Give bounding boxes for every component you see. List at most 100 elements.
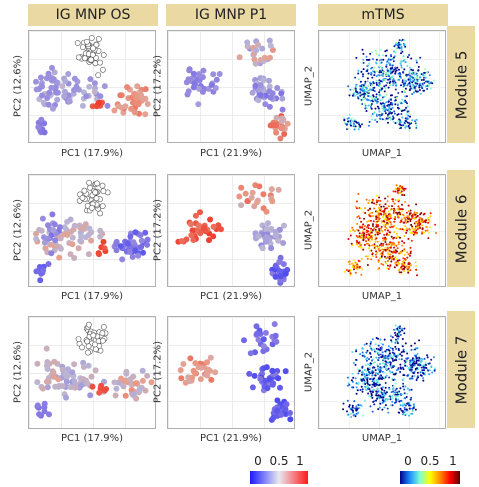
umap-point xyxy=(433,79,435,82)
umap-point xyxy=(350,117,353,120)
umap-point xyxy=(406,256,409,259)
p1-point xyxy=(260,191,267,198)
umap-point xyxy=(365,58,368,61)
p1-point xyxy=(263,208,270,215)
umap-point xyxy=(401,393,404,396)
umap-point xyxy=(383,394,386,397)
umap-point xyxy=(403,241,406,244)
umap-point xyxy=(388,249,391,252)
p1-point xyxy=(280,240,287,246)
os-point xyxy=(124,84,131,91)
umap-point xyxy=(394,255,397,258)
umap-point xyxy=(395,244,398,247)
umap-point xyxy=(380,74,383,77)
os-point xyxy=(122,392,129,399)
umap-point xyxy=(390,77,393,80)
umap-point xyxy=(413,375,416,377)
umap-point xyxy=(374,236,377,239)
umap-point xyxy=(375,225,378,228)
umap-point xyxy=(373,403,376,406)
umap-point xyxy=(397,335,400,338)
umap-point xyxy=(404,87,407,90)
umap-point xyxy=(366,77,369,80)
umap-point xyxy=(352,259,355,262)
x-axis-label: UMAP_1 xyxy=(361,291,403,302)
umap-point xyxy=(408,212,411,215)
umap-point xyxy=(422,219,425,221)
x-axis-label: PC1 (17.9%) xyxy=(60,148,124,159)
umap-point xyxy=(367,98,370,101)
umap-point xyxy=(371,338,374,341)
umap-point xyxy=(424,229,427,232)
umap-point xyxy=(365,107,368,110)
umap-point xyxy=(367,230,370,233)
umap-point xyxy=(382,343,384,346)
p1-point xyxy=(218,226,224,233)
umap-point xyxy=(354,407,357,410)
umap-point xyxy=(387,348,390,351)
os-point xyxy=(51,358,58,365)
umap-point xyxy=(428,369,431,372)
umap-point xyxy=(387,361,390,364)
umap-point xyxy=(376,365,379,368)
umap-point xyxy=(373,348,376,351)
os-point xyxy=(34,379,41,386)
umap-point xyxy=(353,264,356,267)
os-point xyxy=(96,251,102,258)
os-point xyxy=(45,222,51,229)
umap-point xyxy=(407,367,410,370)
umap-point xyxy=(368,58,371,61)
umap-point xyxy=(388,395,391,398)
p1-point xyxy=(270,414,277,421)
umap-point xyxy=(389,80,392,83)
umap-point xyxy=(349,230,352,233)
umap-point xyxy=(411,71,414,74)
os-point xyxy=(80,44,86,50)
umap-point xyxy=(375,75,378,78)
umap-point xyxy=(413,370,416,373)
umap-point xyxy=(390,214,392,217)
umap-point xyxy=(386,247,389,250)
umap-point xyxy=(358,370,361,372)
umap-point xyxy=(409,66,412,69)
umap-point xyxy=(372,362,375,365)
umap-point xyxy=(403,392,406,395)
umap-point xyxy=(424,371,426,374)
umap-point xyxy=(375,378,378,381)
umap-point xyxy=(404,220,407,222)
umap-point xyxy=(357,372,360,375)
os-point xyxy=(88,237,95,244)
umap-point xyxy=(408,81,411,84)
umap-point xyxy=(408,70,411,73)
p1-point xyxy=(208,81,215,88)
umap-point xyxy=(373,243,376,246)
umap-point xyxy=(375,347,378,350)
umap-point xyxy=(368,240,371,243)
legend-pca-colorbar xyxy=(250,471,308,484)
umap-point xyxy=(399,101,402,103)
umap-point xyxy=(371,229,374,232)
os-point xyxy=(48,84,55,91)
umap-point xyxy=(370,235,372,238)
umap-point xyxy=(387,100,390,103)
umap-point xyxy=(406,118,409,121)
umap-point xyxy=(377,219,380,222)
umap-point xyxy=(355,350,358,353)
os-point xyxy=(56,254,63,261)
umap-point xyxy=(403,90,406,92)
umap-point xyxy=(403,332,406,335)
os-point xyxy=(49,211,56,218)
umap-point xyxy=(409,252,412,255)
umap-point xyxy=(397,353,400,356)
p1-point xyxy=(266,77,272,84)
umap-point xyxy=(376,70,379,73)
umap-point xyxy=(409,85,412,88)
umap-point xyxy=(379,48,382,51)
umap-point xyxy=(384,260,387,263)
umap-point xyxy=(389,241,392,244)
umap-point xyxy=(375,394,378,397)
umap-point xyxy=(384,217,387,220)
umap-point xyxy=(374,119,376,122)
umap-point xyxy=(414,122,417,125)
umap-point xyxy=(379,117,381,120)
